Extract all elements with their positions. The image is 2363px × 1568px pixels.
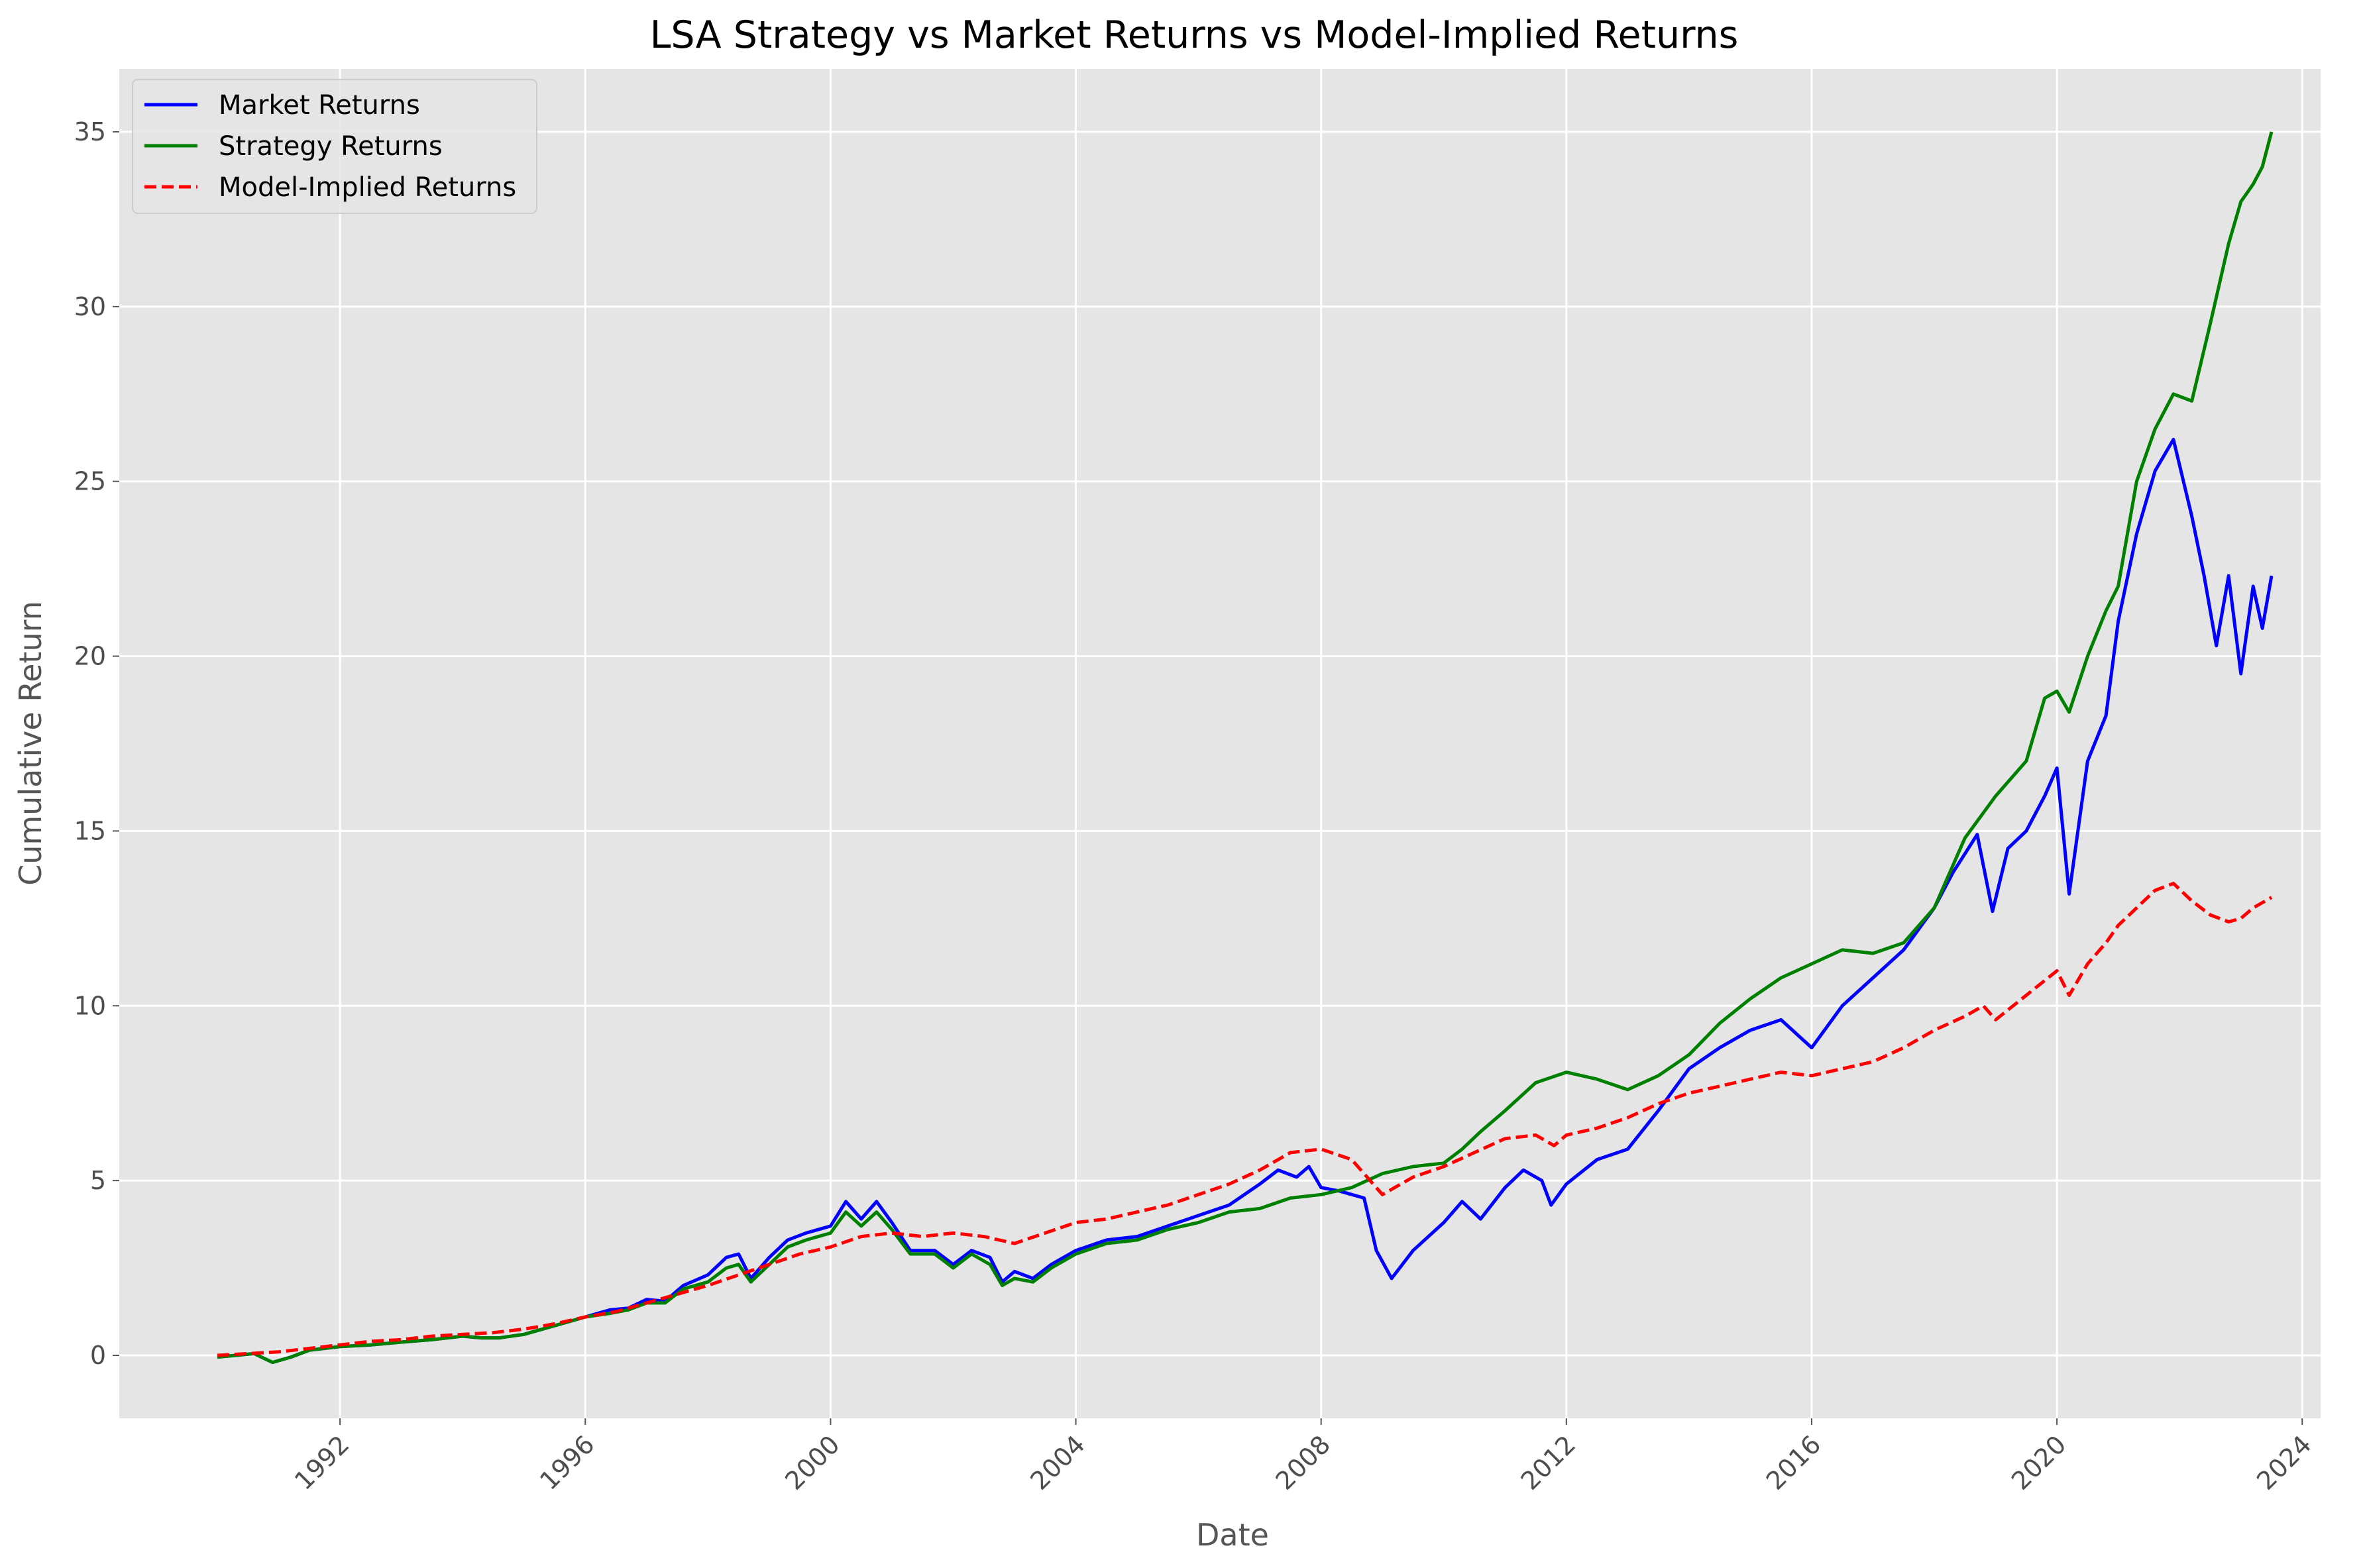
grid-lines [119,69,2321,1418]
y-tick-label: 0 [90,1341,106,1370]
y-axis-label: Cumulative Return [13,601,48,886]
x-axis-label: Date [1196,1517,1269,1553]
legend-items: Market Returns Strategy Returns Model-Impl… [144,90,516,203]
plot-area [119,69,2321,1418]
series-lines [217,131,2274,1365]
y-tick-label: 15 [74,816,106,845]
y-tick-label: 10 [74,991,106,1020]
y-tick-label: 30 [74,292,106,321]
legend: Market Returns Strategy Returns Model-Impl… [132,79,537,214]
series-line-2 [217,882,2273,1357]
chart-title: LSA Strategy vs Market Returns vs Model-… [650,13,1739,57]
y-tick-label: 20 [74,642,106,671]
y-tick-label: 25 [74,467,106,496]
legend-label: Model-Implied Returns [219,172,516,203]
y-axis-ticks: 0 5 10 15 20 25 30 35 [74,117,119,1370]
legend-label: Market Returns [219,90,420,121]
y-tick-label: 35 [74,117,106,146]
legend-label: Strategy Returns [219,131,443,162]
legend-frame [132,79,537,214]
y-tick-label: 5 [90,1166,106,1195]
